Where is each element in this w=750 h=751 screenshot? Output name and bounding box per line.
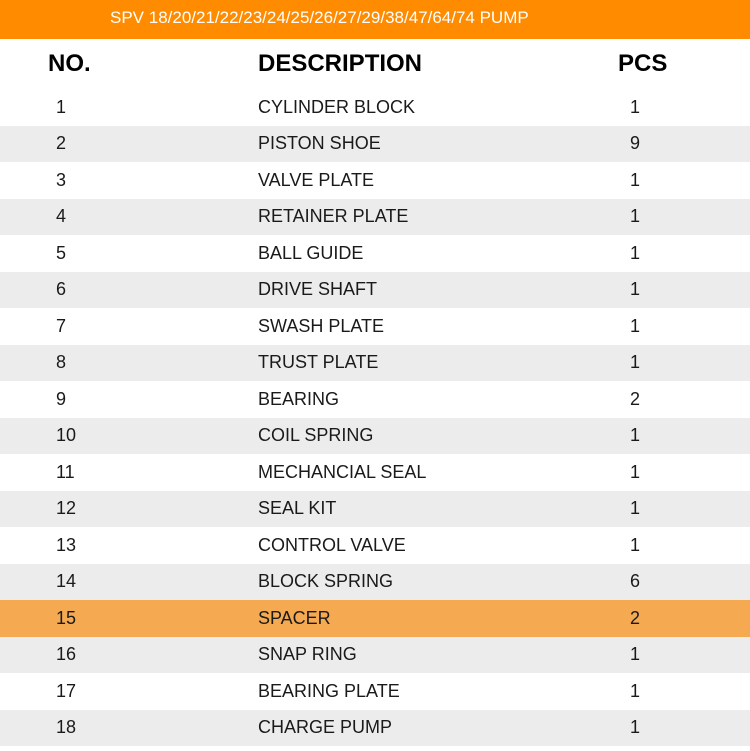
cell-desc: CYLINDER BLOCK xyxy=(210,97,570,118)
table-row: 12SEAL KIT1 xyxy=(0,491,750,528)
cell-desc: SEAL KIT xyxy=(210,498,570,519)
table-row: 8TRUST PLATE1 xyxy=(0,345,750,382)
cell-no: 2 xyxy=(0,133,210,154)
cell-desc: BEARING xyxy=(210,389,570,410)
cell-no: 14 xyxy=(0,571,210,592)
cell-desc: MECHANCIAL SEAL xyxy=(210,462,570,483)
cell-pcs: 1 xyxy=(570,352,750,373)
table-row: 16SNAP RING1 xyxy=(0,637,750,674)
header-no: NO. xyxy=(0,50,210,78)
cell-pcs: 1 xyxy=(570,206,750,227)
table-row: 11MECHANCIAL SEAL1 xyxy=(0,454,750,491)
title-bar: SPV 18/20/21/22/23/24/25/26/27/29/38/47/… xyxy=(0,0,750,36)
cell-desc: SPACER xyxy=(210,608,570,629)
cell-desc: CHARGE PUMP xyxy=(210,717,570,738)
cell-pcs: 9 xyxy=(570,133,750,154)
cell-no: 16 xyxy=(0,644,210,665)
cell-no: 12 xyxy=(0,498,210,519)
cell-pcs: 2 xyxy=(570,389,750,410)
cell-no: 7 xyxy=(0,316,210,337)
table-row: 3VALVE PLATE1 xyxy=(0,162,750,199)
cell-desc: VALVE PLATE xyxy=(210,170,570,191)
table-row: 5BALL GUIDE1 xyxy=(0,235,750,272)
cell-pcs: 1 xyxy=(570,425,750,446)
cell-pcs: 1 xyxy=(570,462,750,483)
cell-no: 3 xyxy=(0,170,210,191)
cell-no: 9 xyxy=(0,389,210,410)
cell-pcs: 1 xyxy=(570,316,750,337)
cell-no: 5 xyxy=(0,243,210,264)
cell-pcs: 1 xyxy=(570,243,750,264)
cell-desc: BALL GUIDE xyxy=(210,243,570,264)
cell-desc: DRIVE SHAFT xyxy=(210,279,570,300)
cell-pcs: 6 xyxy=(570,571,750,592)
cell-desc: RETAINER PLATE xyxy=(210,206,570,227)
table-row: 17BEARING PLATE1 xyxy=(0,673,750,710)
cell-pcs: 1 xyxy=(570,681,750,702)
cell-desc: CONTROL VALVE xyxy=(210,535,570,556)
table-header: NO. DESCRIPTION PCS xyxy=(0,39,750,89)
table-row: 7SWASH PLATE1 xyxy=(0,308,750,345)
title-text: SPV 18/20/21/22/23/24/25/26/27/29/38/47/… xyxy=(110,8,529,28)
cell-pcs: 2 xyxy=(570,608,750,629)
cell-pcs: 1 xyxy=(570,97,750,118)
cell-desc: TRUST PLATE xyxy=(210,352,570,373)
table-row: 18CHARGE PUMP1 xyxy=(0,710,750,747)
cell-no: 1 xyxy=(0,97,210,118)
table-row: 1CYLINDER BLOCK1 xyxy=(0,89,750,126)
cell-pcs: 1 xyxy=(570,279,750,300)
cell-pcs: 1 xyxy=(570,644,750,665)
table-body: 1CYLINDER BLOCK12PISTON SHOE93VALVE PLAT… xyxy=(0,89,750,746)
cell-no: 15 xyxy=(0,608,210,629)
cell-pcs: 1 xyxy=(570,535,750,556)
table-row: 9BEARING2 xyxy=(0,381,750,418)
table-row: 10COIL SPRING1 xyxy=(0,418,750,455)
table-row: 15SPACER2 xyxy=(0,600,750,637)
header-desc: DESCRIPTION xyxy=(210,50,570,78)
header-pcs: PCS xyxy=(570,50,750,78)
table-row: 4RETAINER PLATE1 xyxy=(0,199,750,236)
cell-desc: COIL SPRING xyxy=(210,425,570,446)
table-row: 2PISTON SHOE9 xyxy=(0,126,750,163)
cell-no: 4 xyxy=(0,206,210,227)
cell-desc: BEARING PLATE xyxy=(210,681,570,702)
cell-no: 13 xyxy=(0,535,210,556)
cell-desc: PISTON SHOE xyxy=(210,133,570,154)
cell-no: 18 xyxy=(0,717,210,738)
cell-no: 6 xyxy=(0,279,210,300)
cell-pcs: 1 xyxy=(570,717,750,738)
table-row: 6DRIVE SHAFT1 xyxy=(0,272,750,309)
cell-pcs: 1 xyxy=(570,498,750,519)
cell-no: 11 xyxy=(0,462,210,483)
cell-no: 17 xyxy=(0,681,210,702)
table-row: 13CONTROL VALVE1 xyxy=(0,527,750,564)
cell-pcs: 1 xyxy=(570,170,750,191)
table-row: 14BLOCK SPRING6 xyxy=(0,564,750,601)
cell-desc: BLOCK SPRING xyxy=(210,571,570,592)
cell-desc: SNAP RING xyxy=(210,644,570,665)
cell-desc: SWASH PLATE xyxy=(210,316,570,337)
cell-no: 8 xyxy=(0,352,210,373)
cell-no: 10 xyxy=(0,425,210,446)
